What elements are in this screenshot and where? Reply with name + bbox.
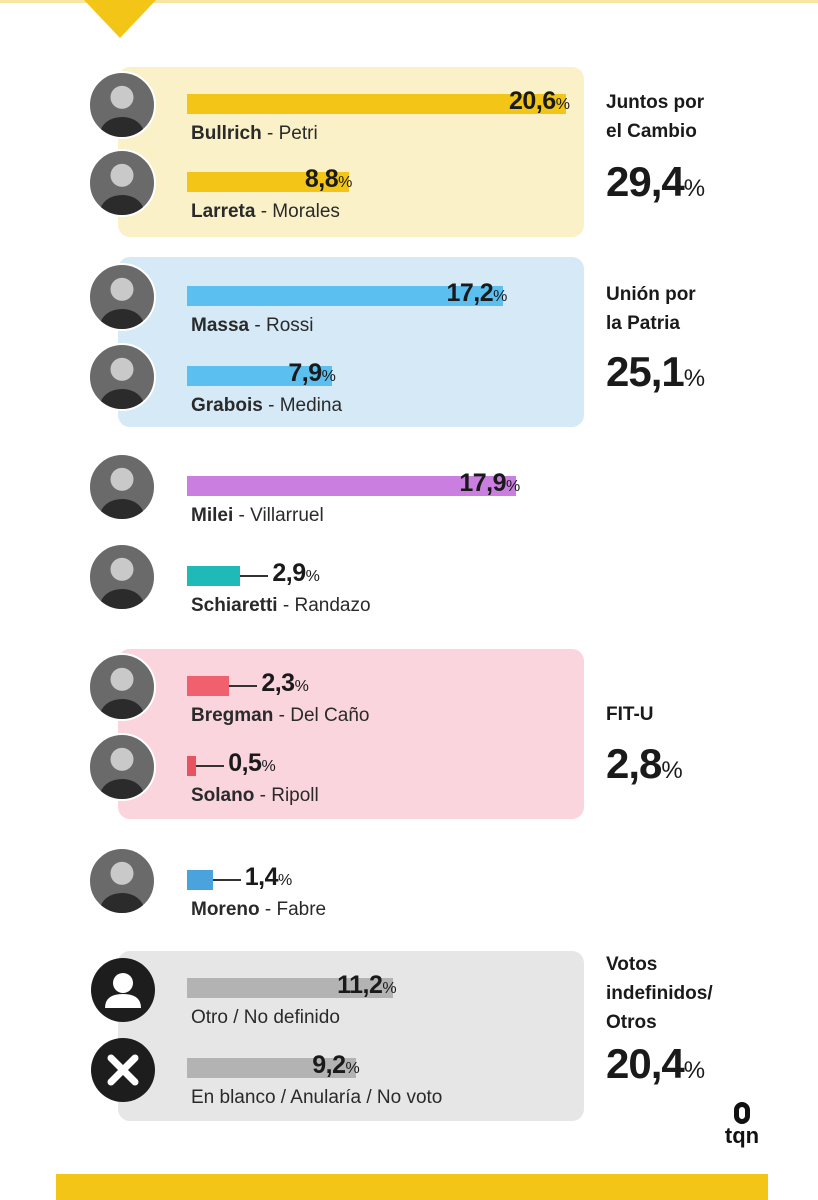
candidate-photo xyxy=(88,149,156,217)
data-label-value: 1,4 xyxy=(244,863,279,891)
data-label: 9,2% xyxy=(312,1052,360,1082)
user-icon xyxy=(91,958,155,1022)
data-label-percent: % xyxy=(506,478,521,495)
x-icon xyxy=(91,1038,155,1102)
tqn-logo: tqn xyxy=(722,1102,762,1147)
bottom-accent-bar xyxy=(56,1174,768,1200)
data-label-percent: % xyxy=(382,980,397,997)
bar xyxy=(187,1058,357,1078)
top-triangle-marker xyxy=(84,0,156,38)
group-box-fit xyxy=(118,649,584,819)
bar xyxy=(187,286,504,306)
label-connector xyxy=(212,879,241,881)
bar xyxy=(187,94,567,114)
group-label-fit: FIT-U xyxy=(606,704,654,725)
data-label-value: 8,8 xyxy=(304,165,339,193)
label-connector xyxy=(229,685,258,687)
label-connector xyxy=(196,765,225,767)
data-label-percent: % xyxy=(261,758,276,775)
candidate-photo xyxy=(88,847,156,915)
data-label: 8,8% xyxy=(305,166,353,196)
bar xyxy=(187,870,213,890)
group-total-union: 25,1% xyxy=(606,348,706,395)
data-label: 1,4% xyxy=(245,864,293,894)
category-label: Otro / No definido xyxy=(191,1007,340,1028)
data-label-percent: % xyxy=(278,872,293,889)
category-label: Moreno - Fabre xyxy=(191,899,327,920)
category-label: Schiaretti - Randazo xyxy=(191,595,371,616)
category-label: Solano - Ripoll xyxy=(191,785,319,806)
category-label: En blanco / Anularía / No voto xyxy=(191,1087,443,1108)
candidate-photo xyxy=(88,453,156,521)
logo-mark-icon xyxy=(734,1102,750,1124)
candidate-photo xyxy=(88,543,156,611)
data-label-value: 0,5 xyxy=(228,749,262,777)
category-label: Bullrich - Petri xyxy=(191,123,318,144)
category-label: Grabois - Medina xyxy=(191,395,343,416)
bar xyxy=(187,172,349,192)
category-label: Bregman - Del Caño xyxy=(191,705,370,726)
data-label: 7,9% xyxy=(288,360,336,390)
data-label: 11,2% xyxy=(337,972,397,1002)
data-label-percent: % xyxy=(294,678,309,695)
candidate-photo xyxy=(88,263,156,331)
group-total-fit: 2,8% xyxy=(606,740,683,787)
bar xyxy=(187,978,394,998)
data-label-percent: % xyxy=(305,568,320,585)
data-label: 2,9% xyxy=(272,560,320,590)
category-label: Milei - Villarruel xyxy=(191,505,324,526)
top-accent-line xyxy=(0,0,818,3)
category-label: Larreta - Morales xyxy=(191,201,340,222)
data-label-value: 20,6 xyxy=(509,87,556,115)
candidate-photo xyxy=(88,733,156,801)
data-label-percent: % xyxy=(555,96,570,113)
data-label: 20,6% xyxy=(509,88,570,118)
data-label-percent: % xyxy=(345,1060,360,1077)
candidate-photo xyxy=(88,71,156,139)
group-box-union xyxy=(118,257,584,427)
group-label-otros: Votos indefinidos/Otros xyxy=(606,954,713,1033)
group-label-juntos: Juntos por el Cambio xyxy=(606,92,705,142)
bar xyxy=(187,566,241,586)
logo-text: tqn xyxy=(724,1123,760,1148)
data-label: 17,9% xyxy=(459,470,520,500)
bar xyxy=(187,756,197,776)
data-label-value: 9,2 xyxy=(312,1051,346,1079)
data-label-value: 7,9 xyxy=(288,359,322,387)
group-total-otros: 20,4% xyxy=(606,1040,706,1087)
data-label-value: 2,3 xyxy=(261,669,295,697)
category-label: Massa - Rossi xyxy=(191,315,314,336)
label-connector xyxy=(240,575,269,577)
data-label-percent: % xyxy=(493,288,508,305)
data-label: 17,2% xyxy=(446,280,507,310)
data-label-value: 17,9 xyxy=(459,469,507,497)
data-label-value: 11,2 xyxy=(337,971,383,999)
data-label-value: 2,9 xyxy=(272,559,306,587)
data-label: 2,3% xyxy=(261,670,309,700)
data-label-value: 17,2 xyxy=(446,279,494,307)
data-label-percent: % xyxy=(321,368,336,385)
data-label-percent: % xyxy=(338,174,353,191)
bar xyxy=(187,476,517,496)
group-label-union: Unión por la Patria xyxy=(606,284,696,334)
candidate-photo xyxy=(88,343,156,411)
candidate-photo xyxy=(88,653,156,721)
bar xyxy=(187,366,333,386)
bar xyxy=(187,676,230,696)
group-total-juntos: 29,4% xyxy=(606,158,706,205)
data-label: 0,5% xyxy=(228,750,276,780)
